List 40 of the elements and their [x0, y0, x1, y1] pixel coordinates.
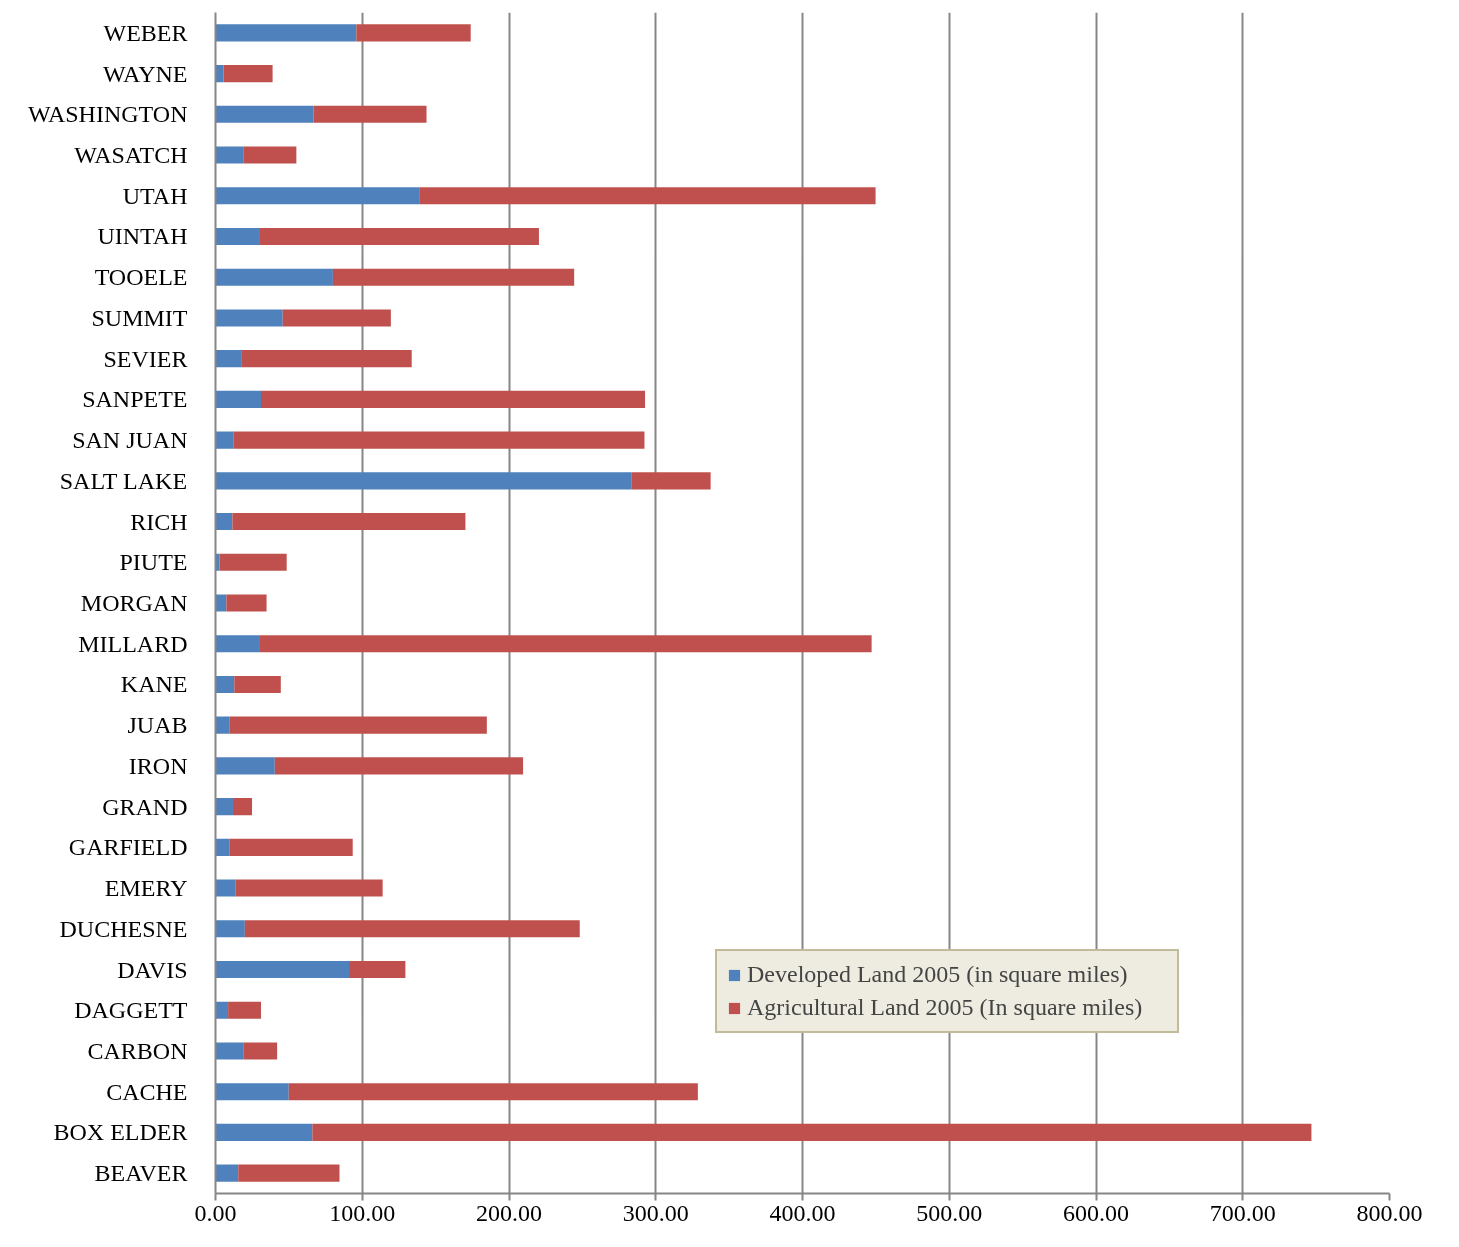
y-tick-label: SUMMIT	[91, 304, 188, 331]
y-tick-label: JUAB	[127, 712, 188, 739]
y-tick-label: UTAH	[122, 182, 188, 209]
x-tick-label: 100.00	[329, 1199, 396, 1226]
x-tick-label: 800.00	[1356, 1199, 1423, 1226]
y-tick-label: WASHINGTON	[27, 101, 188, 128]
y-tick-label: RICH	[130, 508, 188, 535]
legend-label: Developed Land 2005 (in square miles)	[747, 961, 1129, 988]
x-tick-label: 200.00	[476, 1199, 542, 1226]
y-tick-label: DAVIS	[117, 956, 188, 983]
y-tick-label: SALT LAKE	[59, 467, 188, 494]
x-tick-label: 500.00	[916, 1199, 983, 1226]
y-tick-label: CARBON	[87, 1037, 188, 1064]
x-tick-label: 700.00	[1209, 1199, 1276, 1226]
y-tick-label: DAGGETT	[74, 997, 188, 1024]
y-tick-label: TOOELE	[94, 264, 188, 291]
y-tick-label: SANPETE	[82, 386, 188, 413]
y-tick-label: GRAND	[102, 793, 188, 820]
y-tick-label: PIUTE	[119, 549, 188, 576]
x-tick-label: 0.00	[194, 1199, 237, 1226]
y-tick-label: SAN JUAN	[72, 427, 188, 454]
y-tick-label: GARFIELD	[68, 834, 188, 861]
y-tick-label: BEAVER	[94, 1160, 188, 1187]
y-tick-label: KANE	[120, 671, 188, 698]
y-tick-label: WAYNE	[103, 60, 188, 87]
x-tick-label: 400.00	[769, 1199, 836, 1226]
x-tick-label: 300.00	[622, 1199, 689, 1226]
y-tick-label: BOX ELDER	[53, 1119, 188, 1146]
x-tick-label: 600.00	[1063, 1199, 1129, 1226]
y-tick-label: EMERY	[104, 875, 188, 902]
y-tick-label: SEVIER	[103, 345, 188, 372]
legend-label: Agricultural Land 2005 (In square miles)	[747, 994, 1144, 1021]
y-tick-label: DUCHESNE	[59, 915, 188, 942]
y-tick-label: IRON	[128, 752, 188, 779]
y-tick-label: WASATCH	[74, 142, 188, 169]
y-tick-label: MILLARD	[78, 630, 188, 657]
y-tick-label: CACHE	[106, 1078, 188, 1105]
y-tick-label: WEBER	[103, 19, 188, 46]
y-tick-label: UINTAH	[97, 223, 188, 250]
y-tick-label: MORGAN	[80, 590, 188, 616]
